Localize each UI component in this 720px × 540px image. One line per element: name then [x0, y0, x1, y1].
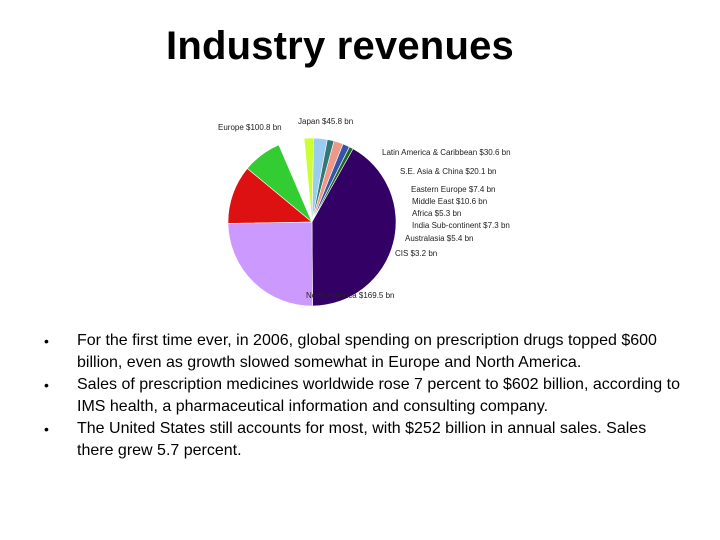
bullet-dot: •: [44, 333, 49, 349]
pie-slice-label: S.E. Asia & China $20.1 bn: [400, 167, 497, 176]
bullet-dot: •: [44, 377, 49, 393]
pie-slice-label: Latin America & Caribbean $30.6 bn: [382, 148, 511, 157]
bullet-text: The United States still accounts for mos…: [77, 420, 647, 459]
pie-slice-label: Eastern Europe $7.4 bn: [411, 185, 496, 194]
bullet-text: For the first time ever, in 2006, global…: [77, 332, 657, 371]
pie-slice: [311, 148, 397, 307]
bullet-dot: •: [44, 421, 49, 437]
slide-title: Industry revenues: [166, 24, 514, 68]
pie-slice-label: India Sub-continent $7.3 bn: [412, 221, 510, 230]
pie-chart: Japan $45.8 bn Latin America & Caribbean …: [200, 100, 540, 310]
pie-slice-label: North America $169.5 bn: [306, 291, 395, 300]
pie-slice-label: Australasia $5.4 bn: [405, 234, 474, 243]
bullet-item: • Sales of prescription medicines worldwi…: [44, 374, 684, 418]
pie-slice-label: CIS $3.2 bn: [395, 249, 437, 258]
pie-slice-label: Japan $45.8 bn: [298, 117, 353, 126]
bullet-text: Sales of prescription medicines worldwid…: [77, 376, 680, 415]
pie-slice-label: Middle East $10.6 bn: [412, 197, 487, 206]
bullet-list: • For the first time ever, in 2006, globa…: [44, 330, 684, 462]
pie-slice: [227, 221, 313, 307]
pie-slice-label: Africa $5.3 bn: [412, 209, 461, 218]
pie-slice-label: Europe $100.8 bn: [218, 123, 282, 132]
bullet-item: • The United States still accounts for mo…: [44, 418, 684, 462]
bullet-item: • For the first time ever, in 2006, globa…: [44, 330, 684, 374]
pie-chart-svg: Japan $45.8 bn Latin America & Caribbean …: [218, 117, 511, 307]
